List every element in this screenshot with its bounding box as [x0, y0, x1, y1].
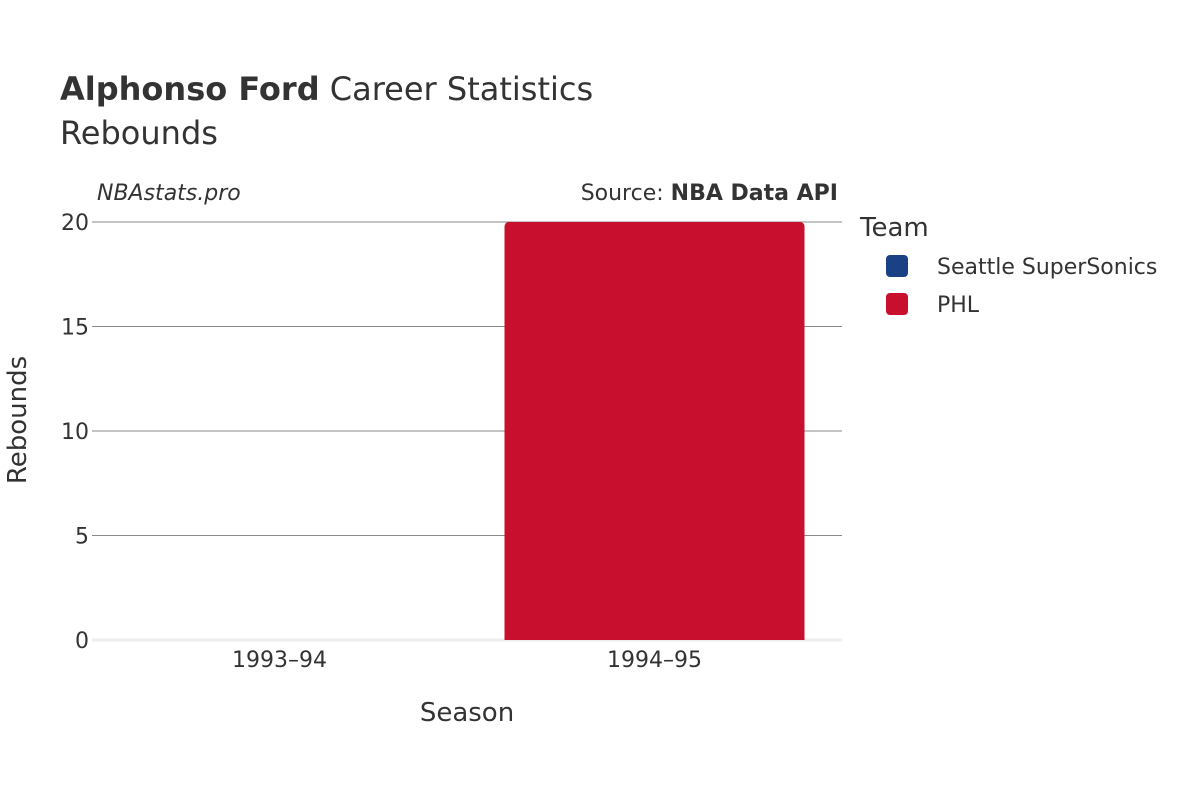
- bars: [504, 222, 805, 640]
- source-prefix: Source:: [581, 181, 671, 206]
- x-tick-label: 1994–95: [607, 648, 702, 673]
- legend-label: Seattle SuperSonics: [937, 255, 1157, 280]
- y-tick-label: 0: [75, 629, 89, 654]
- chart-title-rest: Career Statistics: [320, 70, 594, 108]
- legend-item: Seattle SuperSonics: [886, 255, 1157, 280]
- y-tick-label: 10: [61, 420, 89, 445]
- x-axis-label: Season: [420, 698, 514, 728]
- legend-swatch: [886, 255, 908, 277]
- legend-swatch: [886, 293, 908, 315]
- y-axis-label: Rebounds: [3, 356, 33, 484]
- credit-text: NBAstats.pro: [97, 181, 241, 206]
- y-tick-label: 15: [61, 316, 89, 341]
- source-name: NBA Data API: [671, 181, 838, 206]
- legend-label: PHL: [937, 293, 980, 318]
- source-text: Source: NBA Data API: [581, 181, 838, 206]
- y-tick-label: 5: [75, 525, 89, 550]
- legend: Team Seattle SuperSonics PHL: [859, 213, 1157, 318]
- legend-item: PHL: [886, 293, 980, 318]
- y-tick-label: 20: [61, 211, 89, 236]
- chart-subtitle: Rebounds: [60, 114, 218, 152]
- x-tick-labels: 1993–94 1994–95: [232, 648, 702, 673]
- chart-title: Alphonso Ford Career Statistics: [60, 70, 593, 108]
- chart-title-player: Alphonso Ford: [60, 70, 320, 108]
- bar: [504, 222, 805, 640]
- legend-title: Team: [859, 213, 929, 243]
- x-tick-label: 1993–94: [232, 648, 327, 673]
- y-tick-labels: 0 5 10 15 20: [61, 211, 89, 654]
